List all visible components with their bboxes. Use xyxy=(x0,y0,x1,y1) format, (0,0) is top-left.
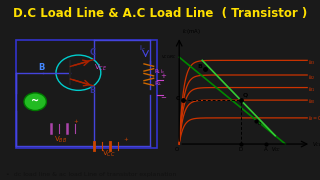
Text: $I_{B1}$: $I_{B1}$ xyxy=(308,85,316,94)
Text: C: C xyxy=(175,96,180,101)
Text: D: D xyxy=(239,147,243,152)
Text: $I_B=0$: $I_B=0$ xyxy=(308,114,320,123)
Text: D.C Load Line & A.C Load Line  ( Transistor ): D.C Load Line & A.C Load Line ( Transist… xyxy=(13,7,307,20)
Text: $I_{B3}$: $I_{B3}$ xyxy=(308,58,316,67)
Text: A: A xyxy=(264,147,268,152)
Text: V$_{CE}$: V$_{CE}$ xyxy=(94,63,108,73)
Text: R$_L$i$_c$: R$_L$i$_c$ xyxy=(155,67,166,76)
Text: ~: ~ xyxy=(31,96,39,106)
Text: B: B xyxy=(197,64,202,69)
Circle shape xyxy=(24,93,46,111)
Text: O: O xyxy=(175,147,179,152)
Text: +: + xyxy=(74,119,78,124)
Text: $I_C$(mA): $I_C$(mA) xyxy=(182,27,200,36)
Text: V$_{CC}$: V$_{CC}$ xyxy=(102,149,116,159)
Text: i$_c$: i$_c$ xyxy=(139,44,146,55)
Text: b: b xyxy=(258,121,261,126)
Text: E: E xyxy=(90,86,95,95)
Text: $I_{B2}$: $I_{B2}$ xyxy=(308,73,316,82)
Text: $V_{CE}$(Volts): $V_{CE}$(Volts) xyxy=(312,140,320,148)
Text: $I_{B0}$: $I_{B0}$ xyxy=(308,97,316,106)
Text: $V_{CC}/R_C$: $V_{CC}/R_C$ xyxy=(161,53,177,61)
Text: Q: Q xyxy=(243,93,248,97)
Text: $V_{CC}$: $V_{CC}$ xyxy=(271,145,281,154)
Text: V$_{BB}$: V$_{BB}$ xyxy=(54,135,68,145)
Text: −: − xyxy=(160,95,166,101)
Text: •  dc load line & ac load Line of transistor explanation: • dc load line & ac load Line of transis… xyxy=(6,172,177,177)
Text: R$_L$: R$_L$ xyxy=(155,79,163,88)
Bar xyxy=(16,40,157,148)
Text: B: B xyxy=(38,63,45,72)
Text: +: + xyxy=(160,73,166,79)
Text: +: + xyxy=(123,137,128,142)
Text: C: C xyxy=(90,48,96,57)
